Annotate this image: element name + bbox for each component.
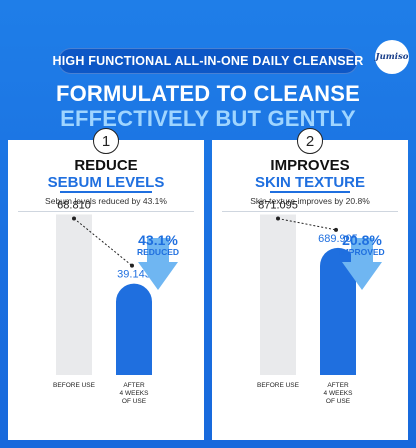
value-label-before: 68.810 xyxy=(57,199,91,211)
panel-subtitle: Skin texture improves by 20.8% xyxy=(250,196,370,206)
trend-dot-before xyxy=(72,216,76,221)
panel-sebum: 1 REDUCE SEBUM LEVELS Sebum levels reduc… xyxy=(8,128,204,440)
trend-dot-before xyxy=(276,216,280,221)
panel-number-badge: 1 xyxy=(93,128,119,154)
x-label-after: AFTER 4 WEEKS OF USE xyxy=(120,382,150,405)
title-underline xyxy=(270,191,350,193)
panel-title-line-2: SKIN TEXTURE xyxy=(254,174,365,191)
up-arrow-icon xyxy=(342,238,382,290)
texture-chart: 871.095 689.905 20.8% IMPROVED BEFORE US… xyxy=(257,200,385,405)
down-arrow-icon xyxy=(138,238,178,290)
bar-before-use xyxy=(260,214,296,375)
panel-number-badge: 2 xyxy=(297,128,323,154)
trend-dot-after xyxy=(334,227,338,232)
headline-line-1: FORMULATED TO CLEANSE xyxy=(55,81,361,106)
tagline-pill: HIGH FUNCTIONAL ALL-IN-ONE DAILY CLEANSE… xyxy=(53,48,363,74)
bar-after-use xyxy=(320,247,356,375)
change-word: REDUCED xyxy=(137,247,179,257)
x-label-line: OF USE xyxy=(326,398,351,405)
panel-separator xyxy=(18,211,194,212)
brand-logo: Jumiso xyxy=(375,40,409,74)
x-label-line: BEFORE USE xyxy=(257,382,300,389)
change-percent: 20.8% xyxy=(342,232,382,248)
x-label-before: BEFORE USE xyxy=(257,382,300,389)
x-label-before: BEFORE USE xyxy=(53,382,96,389)
value-label-after: 39.143 xyxy=(117,269,151,281)
value-label-after: 689.905 xyxy=(318,233,358,245)
x-label-after: AFTER 4 WEEKS OF USE xyxy=(324,382,354,405)
bar-before-use xyxy=(56,214,92,375)
x-label-line: BEFORE USE xyxy=(53,382,96,389)
sebum-chart: 68.810 39.143 43.1% REDUCED BEFORE USE A… xyxy=(53,199,179,405)
title-underline xyxy=(60,191,152,193)
panel-texture: 2 IMPROVES SKIN TEXTURE Skin texture imp… xyxy=(212,128,408,440)
headline-line-2: EFFECTIVELY BUT GENTLY xyxy=(60,106,356,131)
value-label-before: 871.095 xyxy=(258,200,298,212)
panel-title-line-1: REDUCE xyxy=(74,157,138,174)
x-label-line: AFTER xyxy=(327,382,349,389)
trend-dot-after xyxy=(130,263,134,268)
panel-separator xyxy=(222,211,398,212)
x-label-line: 4 WEEKS xyxy=(120,390,150,397)
x-label-line: OF USE xyxy=(122,398,147,405)
change-percent: 43.1% xyxy=(138,232,178,248)
change-word: IMPROVED xyxy=(339,247,384,257)
bar-after-use xyxy=(116,283,152,375)
x-label-line: AFTER xyxy=(123,382,145,389)
panel-title-line-1: IMPROVES xyxy=(270,157,350,174)
trend-dotted-line xyxy=(73,218,133,267)
panel-title-line-2: SEBUM LEVELS xyxy=(47,174,165,191)
panel-subtitle: Sebum levels reduced by 43.1% xyxy=(45,196,167,206)
trend-dotted-line xyxy=(277,218,337,231)
x-label-line: 4 WEEKS xyxy=(324,390,354,397)
